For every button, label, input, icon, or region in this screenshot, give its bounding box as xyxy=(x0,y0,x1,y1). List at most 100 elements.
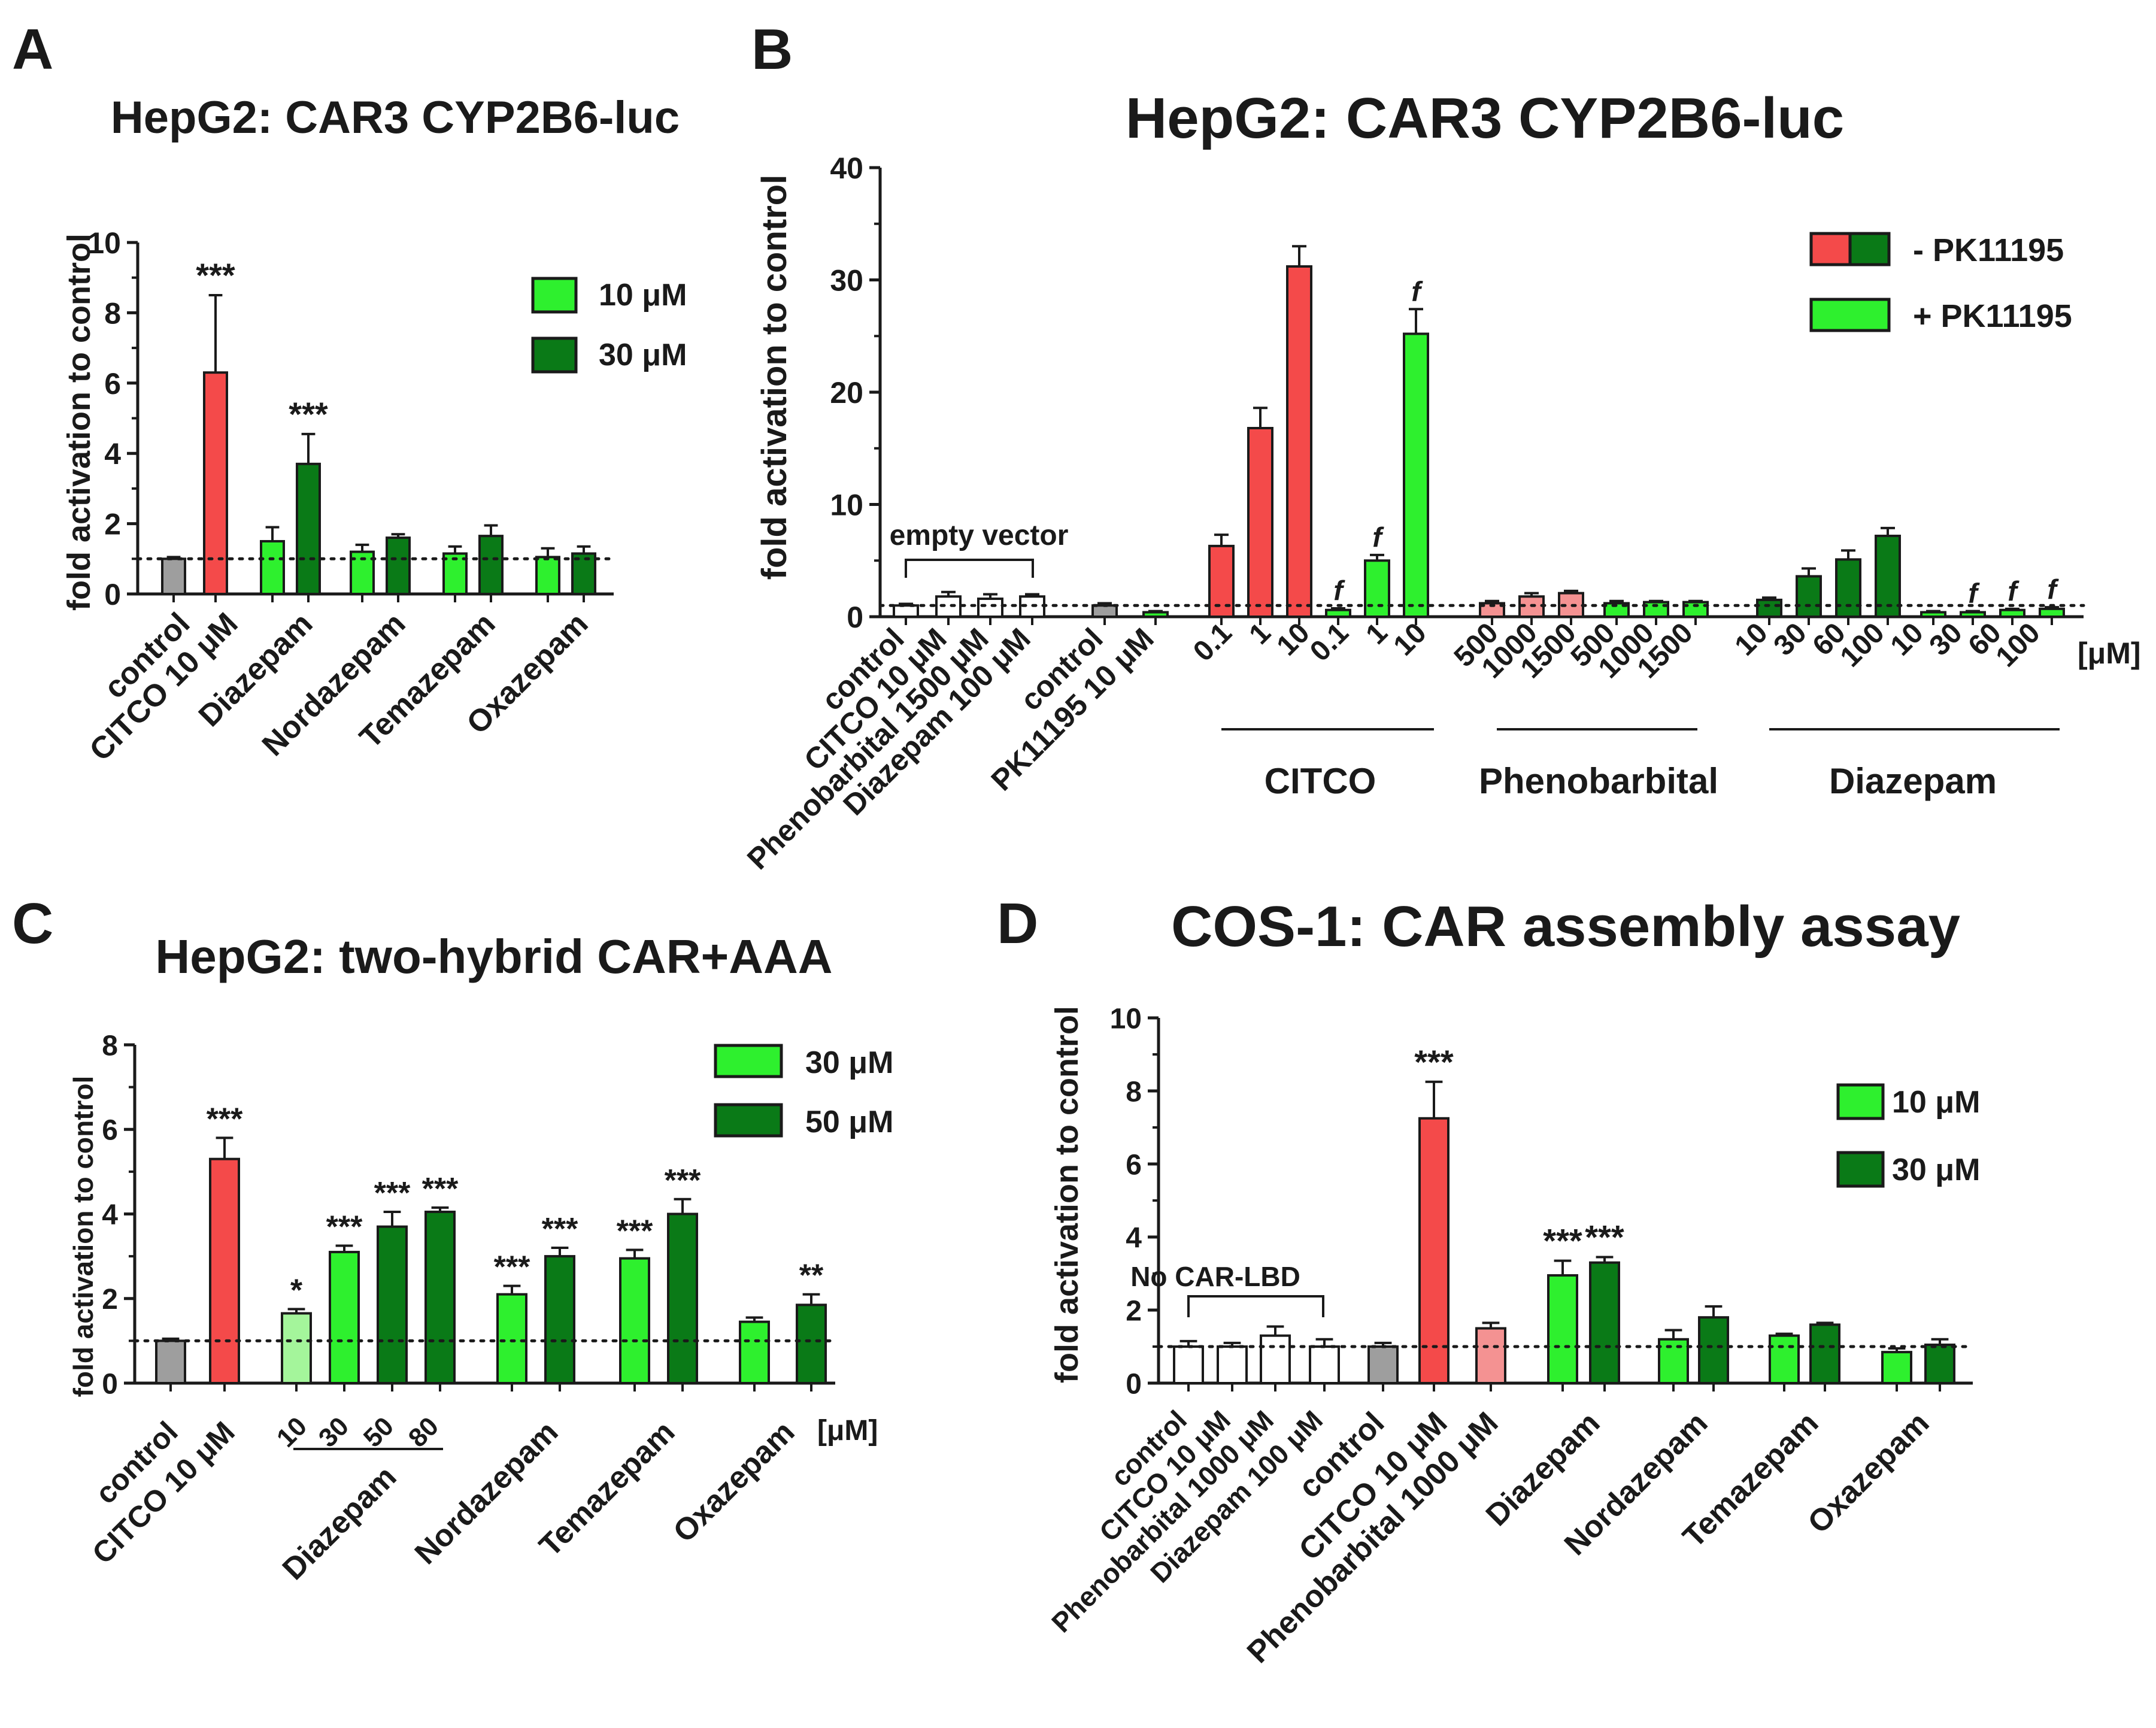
bracket-empty-vector xyxy=(905,559,1034,578)
bar xyxy=(1547,1274,1578,1385)
bar xyxy=(1475,1327,1506,1384)
panel-d: D COS-1: CAR assembly assay fold activat… xyxy=(997,892,1980,1670)
bar xyxy=(260,539,285,596)
y-tick-label: 6 xyxy=(104,367,121,401)
panel-c-legend: 30 μM 50 μM xyxy=(714,1044,893,1139)
panel-c-letter: C xyxy=(12,892,53,956)
bar xyxy=(1796,575,1822,618)
significance-label: f xyxy=(2047,574,2059,605)
bar xyxy=(796,1303,827,1384)
bar xyxy=(544,1255,575,1384)
legend-label-30um-c: 30 μM xyxy=(805,1045,893,1080)
panel-a-plot: 0 2 4 6 8 10 *** *** xyxy=(87,226,615,611)
legend-label-30um-d: 30 μM xyxy=(1892,1153,1980,1187)
y-tick-label: 4 xyxy=(104,437,121,471)
panel-b-groups: CITCO Phenobarbital Diazepam xyxy=(1221,728,2060,801)
xlabel-b-c10b: 10 xyxy=(1388,617,1433,662)
y-tick-label: 20 xyxy=(830,376,863,410)
y-tick-label: 8 xyxy=(102,1030,118,1062)
y-tick-label: 40 xyxy=(830,151,863,185)
panel-a-legend: 10 μM 30 μM xyxy=(531,277,687,374)
panel-c-title: HepG2: two-hybrid CAR+AAA xyxy=(155,930,832,983)
bar xyxy=(1418,1117,1450,1384)
legend-swatch-plus-green xyxy=(1809,298,1891,332)
bar xyxy=(935,595,962,618)
legend-swatch-30um-d xyxy=(1836,1151,1885,1188)
legend-swatch-minus-red xyxy=(1809,232,1852,266)
bracket-no-car-lbd xyxy=(1187,1295,1324,1317)
bar xyxy=(1403,332,1429,618)
bar xyxy=(1698,1316,1729,1384)
bar xyxy=(1881,1351,1912,1384)
bar xyxy=(1364,559,1390,618)
y-tick-label: 0 xyxy=(102,1368,118,1400)
xlabel-b-c01a: 0.1 xyxy=(1187,617,1238,668)
panel-b-legend: - PK11195 + PK11195 xyxy=(1809,232,2072,334)
panel-b: B HepG2: CAR3 CYP2B6-luc fold activation… xyxy=(741,17,2140,876)
bar xyxy=(1091,604,1118,618)
xlabel-c-unit: [μM] xyxy=(817,1415,878,1447)
bar xyxy=(1260,1334,1291,1384)
xlabel-c-diazepam: Diazepam xyxy=(276,1459,404,1587)
legend-label-10um-d: 10 μM xyxy=(1892,1085,1980,1120)
legend-label-30um: 30 μM xyxy=(599,338,687,372)
bar xyxy=(1589,1261,1620,1384)
panel-d-bracket: No CAR-LBD xyxy=(1130,1261,1324,1317)
bar xyxy=(1367,1345,1399,1384)
bar xyxy=(296,462,321,595)
significance-label: *** xyxy=(617,1214,653,1249)
group-label-diazepam: Diazepam xyxy=(1829,761,1997,801)
bracket-label-no-car-lbd: No CAR-LBD xyxy=(1130,1261,1300,1292)
legend-label-minus-pk: - PK11195 xyxy=(1913,232,2064,268)
significance-label: *** xyxy=(326,1209,363,1244)
y-tick-label: 8 xyxy=(1126,1076,1142,1108)
panel-b-title: HepG2: CAR3 CYP2B6-luc xyxy=(1126,86,1844,150)
xlabel-c-d50: 50 xyxy=(358,1411,399,1453)
bar xyxy=(155,1339,186,1384)
xlabel-c-d30: 30 xyxy=(313,1411,354,1453)
panel-b-ylabel: fold activation to control xyxy=(755,175,794,580)
significance-label: f xyxy=(1333,575,1345,606)
significance-label: *** xyxy=(494,1250,530,1285)
significance-label: ** xyxy=(799,1259,824,1293)
y-tick-label: 10 xyxy=(830,489,863,522)
legend-label-10um: 10 μM xyxy=(599,278,687,313)
panel-c: C HepG2: two-hybrid CAR+AAA fold activat… xyxy=(12,892,893,1587)
panel-d-legend: 10 μM 30 μM xyxy=(1836,1083,1980,1188)
panel-d-xlabels: control CITCO 10 μM Phenobarbital 1000 μ… xyxy=(1045,1404,1936,1670)
panel-a-ylabel: fold activation to control xyxy=(61,234,97,611)
xlabel-b-c01b: 0.1 xyxy=(1304,617,1355,668)
panel-c-ylabel: fold activation to control xyxy=(68,1076,99,1397)
bar xyxy=(1173,1345,1204,1384)
bar xyxy=(619,1257,650,1384)
y-tick-label: 8 xyxy=(104,296,121,330)
bar xyxy=(209,1157,240,1384)
panel-a-letter: A xyxy=(12,17,53,81)
panel-a: A HepG2: CAR3 CYP2B6-luc fold activation… xyxy=(12,17,687,768)
legend-label-plus-pk: + PK11195 xyxy=(1913,298,2072,334)
xlabel-b-unit: [μM] xyxy=(2078,636,2141,670)
significance-label: *** xyxy=(289,395,328,433)
y-tick-label: 0 xyxy=(847,601,863,634)
panel-d-title: COS-1: CAR assembly assay xyxy=(1171,895,1960,959)
y-tick-label: 10 xyxy=(87,226,121,260)
panel-b-bracket: empty vector xyxy=(890,520,1068,578)
y-tick-label: 2 xyxy=(104,508,121,541)
legend-swatch-30um xyxy=(531,336,578,374)
bar xyxy=(1835,558,1861,618)
y-tick-label: 6 xyxy=(102,1115,118,1147)
bar xyxy=(1999,608,2025,618)
y-tick-label: 2 xyxy=(1126,1295,1142,1327)
significance-label: *** xyxy=(1414,1043,1454,1081)
y-tick-label: 2 xyxy=(102,1284,118,1315)
bar xyxy=(1924,1343,1955,1384)
bar xyxy=(1309,1345,1340,1384)
bar xyxy=(1809,1323,1840,1384)
xlabel-b-d100a: 100 xyxy=(1834,617,1891,673)
significance-label: *** xyxy=(665,1163,701,1198)
significance-label: f xyxy=(1968,578,1980,609)
